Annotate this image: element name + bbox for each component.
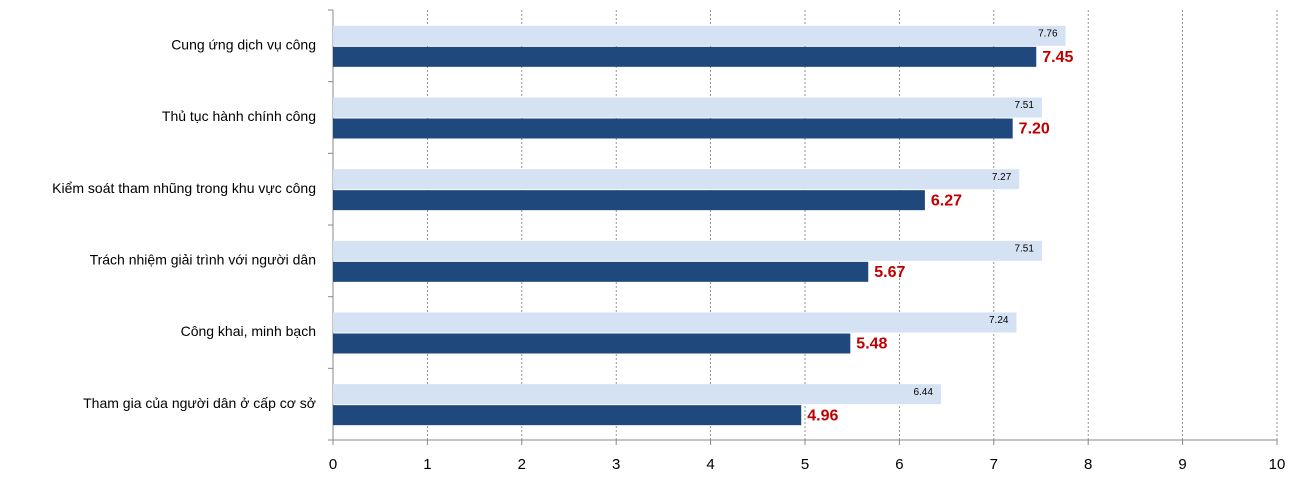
x-tick-label: 6 xyxy=(895,456,903,473)
value-label: 5.48 xyxy=(856,336,887,353)
value-label: 7.27 xyxy=(992,172,1012,183)
bar xyxy=(333,190,925,211)
x-tick-label: 9 xyxy=(1178,456,1186,473)
category-label: Tham gia của người dân ở cấp cơ sở xyxy=(83,395,316,411)
x-tick-label: 4 xyxy=(706,456,714,473)
x-tick-label: 1 xyxy=(423,456,431,473)
x-tick-label: 2 xyxy=(518,456,526,473)
category-label: Công khai, minh bạch xyxy=(181,323,316,339)
bar xyxy=(333,333,851,354)
x-tick-label: 5 xyxy=(801,456,809,473)
x-tick-label: 7 xyxy=(990,456,998,473)
x-tick-label: 3 xyxy=(612,456,620,473)
value-label: 7.24 xyxy=(989,315,1009,326)
value-label: 5.67 xyxy=(874,264,905,281)
bar xyxy=(333,384,941,405)
category-label: Cung ứng dịch vụ công xyxy=(171,37,316,53)
category-label: Kiểm soát tham nhũng trong khu vực công xyxy=(52,180,316,196)
value-label: 7.76 xyxy=(1038,28,1058,39)
bar xyxy=(333,312,1017,333)
value-label: 7.51 xyxy=(1014,100,1034,111)
bar xyxy=(333,118,1013,139)
x-tick-label: 10 xyxy=(1269,456,1286,473)
bar xyxy=(333,240,1042,261)
value-label: 7.45 xyxy=(1042,49,1073,66)
bar xyxy=(333,25,1066,46)
x-tick-label: 8 xyxy=(1084,456,1092,473)
category-label: Thủ tục hành chính công xyxy=(162,108,316,124)
value-label: 6.44 xyxy=(913,387,933,398)
bar xyxy=(333,97,1042,118)
x-tick-label: 0 xyxy=(329,456,337,473)
bar xyxy=(333,46,1037,67)
category-label: Trách nhiệm giải trình với người dân xyxy=(90,252,316,268)
bar xyxy=(333,405,802,426)
value-label: 7.20 xyxy=(1019,121,1050,138)
value-label: 6.27 xyxy=(931,192,962,209)
value-label: 4.96 xyxy=(807,407,838,424)
bar xyxy=(333,261,869,282)
value-label: 7.51 xyxy=(1014,243,1034,254)
bar xyxy=(333,169,1020,190)
